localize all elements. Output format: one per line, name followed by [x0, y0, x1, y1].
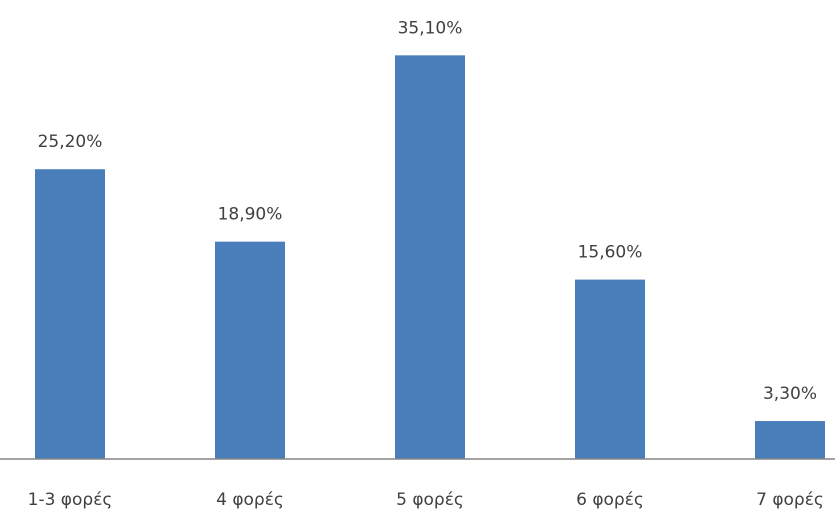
x-tick-label: 5 φορές	[396, 490, 464, 510]
bar	[215, 241, 285, 459]
x-tick-label: 4 φορές	[216, 490, 284, 510]
data-label: 15,60%	[578, 243, 643, 263]
x-tick-label: 7 φορές	[756, 490, 824, 510]
x-tick-labels-group: 1-3 φορές 4 φορές 5 φορές 6 φορές 7 φορές	[28, 490, 824, 510]
x-tick-label: 1-3 φορές	[28, 490, 113, 510]
data-label: 3,30%	[763, 384, 817, 404]
bar	[575, 279, 645, 459]
data-label: 25,20%	[38, 132, 103, 152]
bar	[35, 169, 105, 459]
bar	[395, 55, 465, 459]
data-labels-group: 25,20% 18,90% 35,10% 15,60% 3,30%	[38, 18, 817, 404]
bars-group	[35, 55, 825, 459]
x-tick-label: 6 φορές	[576, 490, 644, 510]
data-label: 35,10%	[398, 18, 463, 38]
bar	[755, 421, 825, 459]
data-label: 18,90%	[218, 205, 283, 225]
